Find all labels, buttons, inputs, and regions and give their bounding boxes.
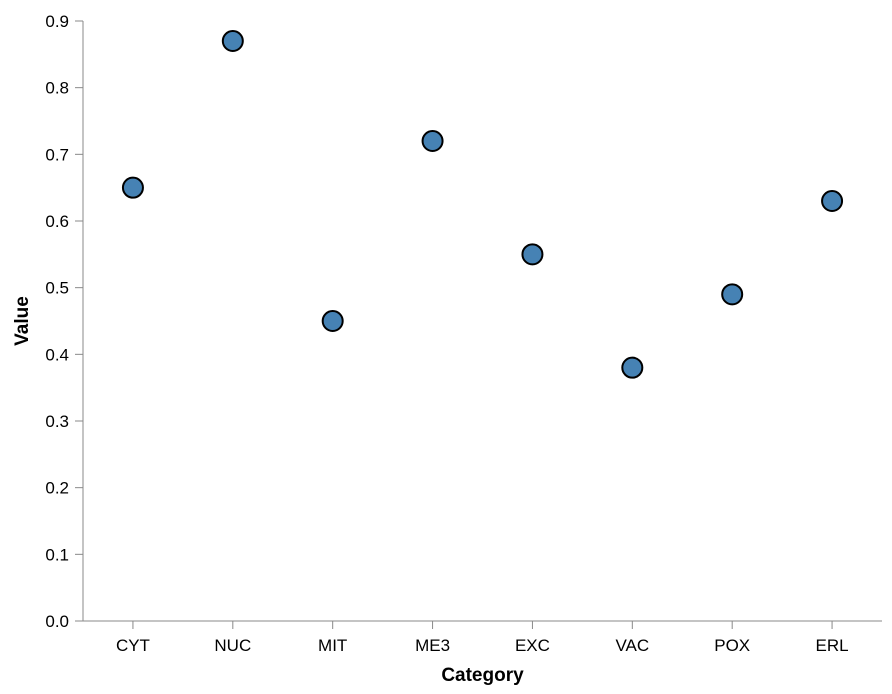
data-point [221, 30, 244, 52]
data-point [321, 310, 344, 332]
x-tick-label: EXC [515, 636, 550, 655]
y-tick-label: 0.3 [45, 412, 69, 431]
y-tick-label: 0.4 [45, 345, 69, 364]
data-point [721, 283, 744, 306]
data-point [621, 356, 644, 379]
y-axis: 0.0 0.1 0.2 0.3 0.4 0.5 0.6 0.7 0.8 0.9 [45, 12, 84, 631]
y-tick-label: 0.2 [45, 479, 69, 498]
x-tick-label: CYT [116, 636, 150, 655]
x-tick-label: ERL [816, 636, 849, 655]
x-axis: CYT NUC MIT ME3 EXC VAC POX ERL [83, 620, 882, 655]
y-axis-title: Value [12, 296, 33, 346]
data-point [521, 243, 544, 266]
y-tick-label: 0.9 [45, 12, 69, 31]
y-tick-label: 0.0 [45, 612, 69, 631]
x-tick-label: VAC [615, 636, 649, 655]
x-tick-label: MIT [318, 636, 347, 655]
data-point [421, 130, 444, 152]
y-tick-label: 0.1 [45, 545, 69, 564]
y-tick-label: 0.6 [45, 212, 69, 231]
y-tick-label: 0.7 [45, 145, 69, 164]
x-axis-title: Category [441, 665, 524, 686]
x-tick-label: POX [714, 636, 750, 655]
data-point [821, 190, 844, 212]
x-tick-label: ME3 [415, 636, 450, 655]
data-point [121, 176, 144, 199]
data-points [121, 30, 844, 379]
y-tick-label: 0.8 [45, 79, 69, 98]
x-tick-label: NUC [214, 636, 251, 655]
y-tick-label: 0.5 [45, 279, 69, 298]
